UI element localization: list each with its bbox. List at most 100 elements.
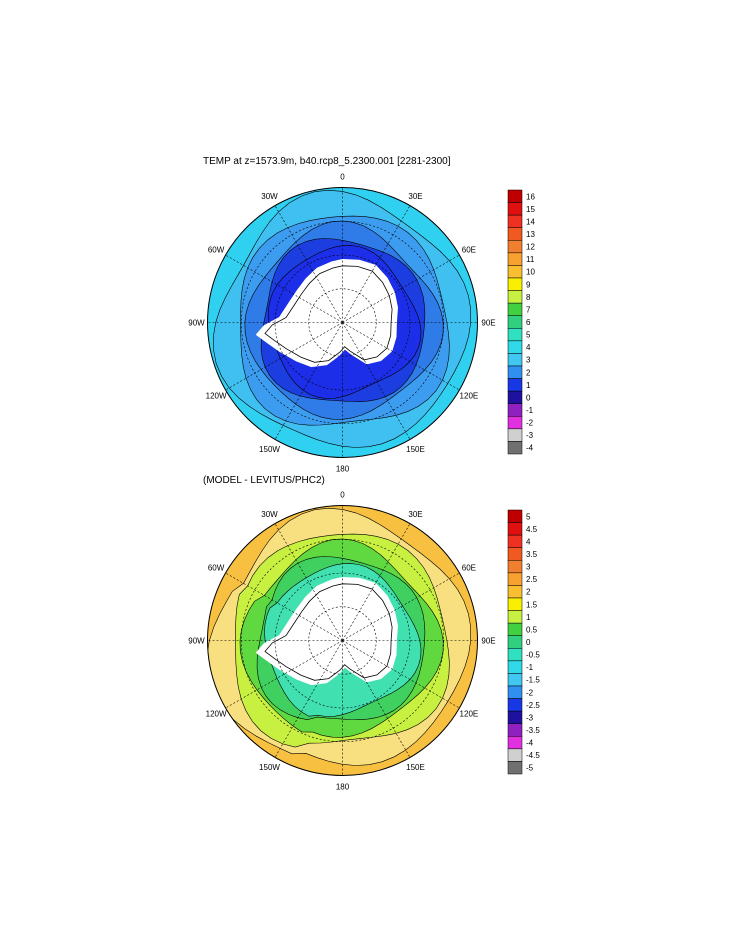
colorbar-label: -3.5 (526, 726, 540, 735)
longitude-label: 150E (406, 445, 425, 454)
colorbar-label: 12 (526, 243, 535, 252)
colorbar-swatch (507, 240, 523, 254)
colorbar-swatch (507, 365, 523, 379)
meridian-line (342, 322, 460, 391)
longitude-label: 90E (481, 319, 495, 328)
colorbar-label: 0.5 (526, 625, 538, 634)
polar-map-difference: 0 30E 60E 90E 120E 150E 180 150W 120W 90W 60W 30W (188, 491, 495, 792)
longitude-label: 180 (336, 465, 350, 474)
colorbar-label: 0 (526, 638, 531, 647)
antarctica-coastline (264, 265, 393, 363)
meridian-line (274, 322, 343, 440)
colorbar-swatch (507, 403, 523, 417)
latitude-circle (274, 572, 411, 709)
longitude-label: 150E (406, 763, 425, 772)
colorbar-swatch (507, 416, 523, 430)
meridian-line (342, 205, 411, 323)
colorbar-swatch (507, 290, 523, 304)
colorbar-swatch (507, 723, 523, 737)
colorbar-label: 1.5 (526, 600, 538, 609)
colorbar-label: 5 (526, 512, 531, 521)
meridian-line (274, 523, 343, 641)
longitude-label: 30W (261, 510, 278, 519)
meridian-line (225, 254, 343, 323)
meridian-line (225, 322, 343, 391)
colorbar-label: 10 (526, 268, 535, 277)
longitude-label: 120E (460, 710, 479, 719)
colorbar-label: -2 (526, 419, 534, 428)
colorbar-label: 15 (526, 205, 535, 214)
colorbar-label: 6 (526, 318, 531, 327)
colorbar-label: -3 (526, 713, 534, 722)
longitude-label: 60E (462, 246, 476, 255)
colorbar-swatch (507, 748, 523, 762)
colorbar-swatch (507, 547, 523, 561)
colorbar-swatch (507, 227, 523, 241)
meridian-line (225, 572, 343, 641)
colorbar-swatch (507, 378, 523, 392)
colorbar-swatch (507, 736, 523, 750)
colorbar-label: -0.5 (526, 651, 540, 660)
longitude-label: 30E (408, 510, 422, 519)
colorbar-swatch (507, 302, 523, 316)
colorbar-label: -1 (526, 663, 534, 672)
colorbar-swatch (507, 660, 523, 674)
meridian-line (274, 205, 343, 323)
colorbar-label: -4 (526, 444, 534, 453)
longitude-label: 60W (208, 246, 225, 255)
meridian-line (342, 640, 460, 709)
map-title: TEMP at z=1573.9m, b40.rcp8_5.2300.001 [… (203, 156, 451, 167)
colorbar-label: 4.5 (526, 525, 538, 534)
longitude-label: 30E (408, 192, 422, 201)
colorbar-swatch (507, 560, 523, 574)
colorbar-label: 5 (526, 331, 531, 340)
colorbar-swatch (507, 610, 523, 624)
longitude-label: 90W (188, 319, 205, 328)
colorbar-swatch (507, 710, 523, 724)
colorbar-swatch (507, 585, 523, 599)
colorbar-swatch (507, 635, 523, 649)
colorbar-swatch (507, 441, 523, 455)
longitude-label: 120W (206, 710, 227, 719)
colorbar-label: 9 (526, 280, 531, 289)
colorbar-label: 2.5 (526, 575, 538, 584)
map-boundary (207, 187, 478, 458)
map-boundary (207, 505, 478, 776)
latitude-circle (274, 254, 411, 391)
colorbar-label: -5 (526, 764, 534, 773)
polar-map-temperature: 0 30E 60E 90E 120E 150E 180 150W 120W 90W 60W 30W (188, 173, 495, 474)
colorbar-label: 8 (526, 293, 531, 302)
colorbar-swatch (507, 202, 523, 216)
colorbar-swatch (507, 673, 523, 687)
colorbar-swatch (507, 252, 523, 266)
longitude-label: 120E (460, 392, 479, 401)
longitude-label: 0 (340, 491, 345, 500)
map-title-difference: (MODEL - LEVITUS/PHC2) (203, 475, 325, 486)
meridian-line (342, 572, 460, 641)
colorbar-swatch (507, 328, 523, 342)
colorbar-swatch (507, 353, 523, 367)
colorbar-label: 11 (526, 255, 535, 264)
meridian-line (274, 640, 343, 758)
meridian-line (342, 523, 411, 641)
colorbar-label: -2.5 (526, 701, 540, 710)
colorbar-swatch (507, 428, 523, 442)
colorbar-label: 0 (526, 393, 531, 402)
longitude-label: 0 (340, 173, 345, 182)
colorbar-swatch (507, 597, 523, 611)
meridian-line (342, 254, 460, 323)
colorbar-swatch (507, 214, 523, 228)
colorbar-label: 16 (526, 192, 535, 201)
colorbar-label: -1 (526, 406, 534, 415)
colorbar-label: 2 (526, 368, 531, 377)
antarctica-coastline (264, 583, 393, 681)
colorbar-swatch (507, 277, 523, 291)
colorbar-label: 3 (526, 563, 531, 572)
colorbar-label: -4 (526, 739, 534, 748)
colorbar-label: 1 (526, 613, 531, 622)
colorbar-swatch (507, 685, 523, 699)
longitude-label: 60W (208, 564, 225, 573)
longitude-label: 150W (259, 763, 280, 772)
colorbar-swatch (507, 648, 523, 662)
